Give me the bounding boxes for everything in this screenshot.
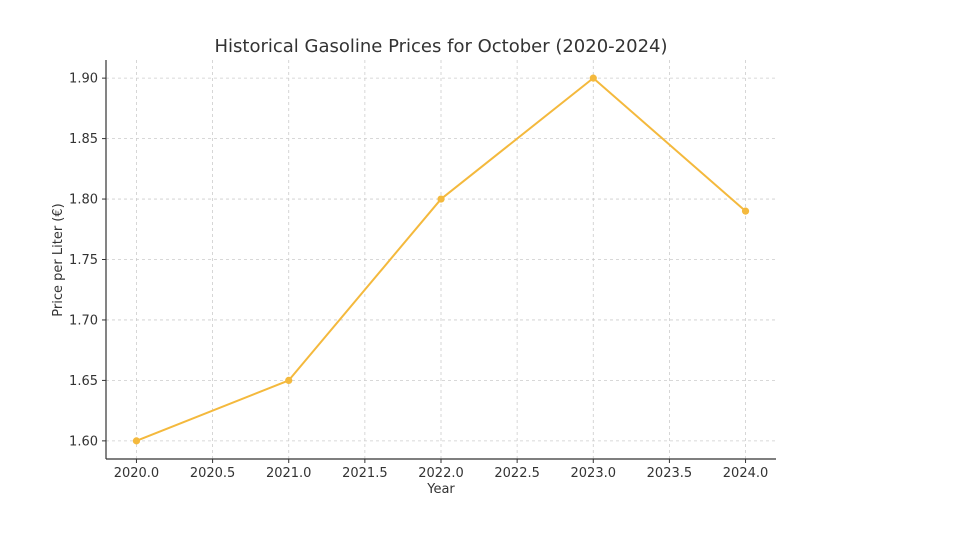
x-tick-label-8: 2024.0	[723, 466, 769, 481]
x-tick-label-6: 2023.0	[571, 466, 617, 481]
y-tick-label-2: 1.70	[69, 313, 98, 328]
data-point-4	[741, 207, 750, 215]
y-tick-label-6: 1.90	[69, 72, 98, 87]
y-axis-label: Price per Liter (€)	[51, 203, 66, 316]
y-tick-label-3: 1.75	[69, 253, 98, 268]
grid	[106, 60, 776, 459]
y-tick-label-0: 1.60	[69, 434, 98, 449]
y-tick-label-5: 1.85	[69, 132, 98, 147]
x-tick-label-3: 2021.5	[342, 466, 388, 481]
x-tick-label-4: 2022.0	[418, 466, 464, 481]
x-tick-label-0: 2020.0	[114, 466, 160, 481]
x-tick-label-7: 2023.5	[647, 466, 693, 481]
data-point-2	[437, 195, 445, 203]
y-tick-label-4: 1.80	[69, 193, 98, 208]
x-axis-label: Year	[426, 482, 455, 497]
data-point-0	[132, 437, 141, 445]
x-tick-label-5: 2022.5	[494, 466, 540, 481]
series-layer	[132, 74, 750, 445]
ticks: 2020.0 2020.5 2021.0 2021.5 2022.0 2022.5 2023…	[69, 72, 768, 481]
x-tick-label-2: 2021.0	[266, 466, 312, 481]
y-tick-label-1: 1.65	[69, 374, 98, 389]
chart-title: Historical Gasoline Prices for October (…	[214, 36, 667, 57]
data-point-3	[589, 74, 597, 82]
x-tick-label-1: 2020.5	[190, 466, 236, 481]
data-point-1	[285, 376, 293, 385]
